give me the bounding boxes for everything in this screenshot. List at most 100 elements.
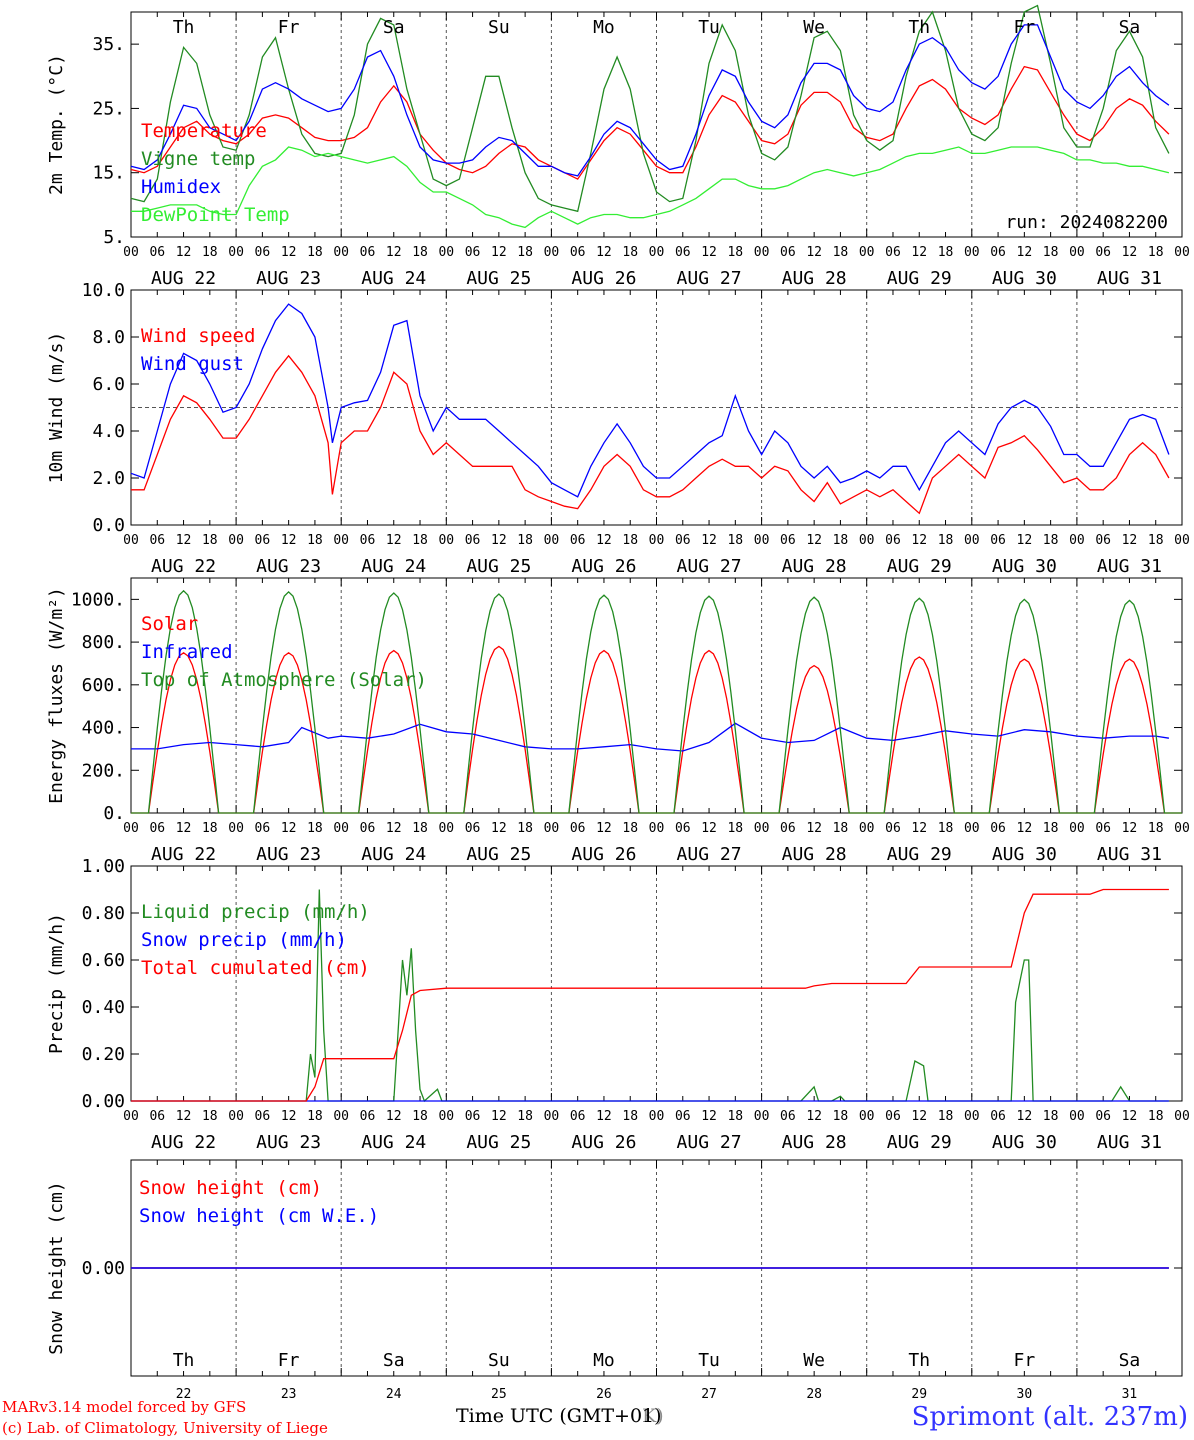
day-number-label: 28 <box>806 1387 822 1402</box>
hour-tick-label: 06 <box>780 1109 796 1124</box>
precip-ylabel: Precip (mm/h) <box>46 913 67 1054</box>
hour-tick-label: 00 <box>754 533 770 548</box>
date-label: AUG 23 <box>256 268 321 289</box>
hour-tick-label: 06 <box>255 533 271 548</box>
weekday-label-top: Fr <box>1014 17 1036 38</box>
day-number-label: 25 <box>491 1387 507 1402</box>
weekday-label-top: Mo <box>593 17 615 38</box>
weekday-label-top: Su <box>488 17 510 38</box>
date-label: AUG 28 <box>782 844 847 865</box>
date-label: AUG 28 <box>782 268 847 289</box>
hour-tick-label: 12 <box>1122 821 1138 836</box>
y-tick-label: 0.00 <box>82 1258 125 1279</box>
hour-tick-label: 12 <box>386 821 402 836</box>
date-label: AUG 29 <box>887 844 952 865</box>
hour-tick-label: 06 <box>570 245 586 260</box>
hour-tick-label: 18 <box>727 245 743 260</box>
hour-tick-label: 18 <box>517 533 533 548</box>
hour-tick-label: 12 <box>701 1109 717 1124</box>
panel-snow: 0.00 Snow height (cm) Snow height (cm) Snow… <box>46 1159 1183 1377</box>
date-label: AUG 26 <box>571 1132 636 1153</box>
hour-tick-label: 18 <box>202 821 218 836</box>
y-tick-label: 0.80 <box>82 903 125 924</box>
y-tick-label: 0.0 <box>92 515 125 536</box>
date-label: AUG 23 <box>256 844 321 865</box>
legend-entry: Temperature <box>141 120 267 142</box>
hour-tick-label: 18 <box>1043 1109 1059 1124</box>
hour-tick-label: 12 <box>491 1109 507 1124</box>
y-tick-label: 5. <box>103 227 125 248</box>
hour-tick-label: 00 <box>754 245 770 260</box>
station-name: Sprimont (alt. 237m) <box>911 1402 1188 1432</box>
hour-tick-label: 00 <box>964 1109 980 1124</box>
hour-tick-label: 00 <box>754 821 770 836</box>
hour-tick-label: 06 <box>1095 533 1111 548</box>
run-annotation: run: 2024082200 <box>1005 212 1168 233</box>
legend-entry: Humidex <box>141 176 221 198</box>
hour-tick-label: 18 <box>622 821 638 836</box>
date-label: AUG 25 <box>466 556 531 577</box>
hour-tick-label: 18 <box>833 245 849 260</box>
hour-tick-label: 00 <box>964 821 980 836</box>
y-tick-label: 10.0 <box>82 280 125 301</box>
hour-tick-label: 06 <box>149 821 165 836</box>
time-axis-label: Time UTC (GMT+01) <box>456 1405 662 1427</box>
hour-tick-label: 12 <box>806 821 822 836</box>
hour-tick-label: 18 <box>833 821 849 836</box>
hour-tick-label: 00 <box>1069 1109 1085 1124</box>
hour-tick-label: 00 <box>544 1109 560 1124</box>
hour-tick-label: 00 <box>649 821 665 836</box>
hour-tick-label: 12 <box>701 533 717 548</box>
date-label: AUG 27 <box>677 844 742 865</box>
hour-tick-label: 06 <box>149 245 165 260</box>
hour-tick-label: 00 <box>123 533 139 548</box>
weekday-label-bottom: We <box>803 1350 825 1371</box>
hour-tick-label: 12 <box>1017 533 1033 548</box>
y-tick-label: 4.0 <box>92 421 125 442</box>
panel-temperature: 5. 15. 25. 35. 2m Temp. (°C) 00 06 12 18 00 06 12 18… <box>46 4 1190 289</box>
hour-tick-label: 18 <box>622 1109 638 1124</box>
date-label: AUG 31 <box>1097 844 1162 865</box>
hour-tick-label: 18 <box>412 533 428 548</box>
hour-tick-label: 12 <box>491 821 507 836</box>
date-label: AUG 25 <box>466 268 531 289</box>
y-tick-label: 6.0 <box>92 374 125 395</box>
weekday-label-top: Th <box>908 17 930 38</box>
hour-tick-label: 18 <box>202 1109 218 1124</box>
hour-tick-label: 06 <box>360 533 376 548</box>
y-tick-label: 0.20 <box>82 1044 125 1065</box>
y-tick-label: 15. <box>92 163 125 184</box>
hour-tick-label: 18 <box>622 533 638 548</box>
date-label: AUG 29 <box>887 268 952 289</box>
legend-entry: Snow precip (mm/h) <box>141 929 347 951</box>
wind-series-wind-gust <box>130 303 1170 498</box>
weekday-label-bottom: Th <box>173 1350 195 1371</box>
hour-tick-label: 00 <box>544 821 560 836</box>
date-label: AUG 31 <box>1097 1132 1162 1153</box>
weekday-label-top: We <box>803 17 825 38</box>
hour-tick-label: 00 <box>859 821 875 836</box>
hour-tick-label: 00 <box>649 533 665 548</box>
date-label: AUG 22 <box>151 556 216 577</box>
hour-tick-label: 00 <box>123 821 139 836</box>
hour-tick-label: 12 <box>281 821 297 836</box>
date-label: AUG 28 <box>782 1132 847 1153</box>
day-number-label: 24 <box>386 1387 402 1402</box>
energy-ylabel: Energy fluxes (W/m²) <box>46 587 67 804</box>
hour-tick-label: 00 <box>1069 533 1085 548</box>
hour-tick-label: 18 <box>938 245 954 260</box>
hour-tick-label: 00 <box>438 245 454 260</box>
hour-tick-label: 06 <box>465 821 481 836</box>
date-label: AUG 29 <box>887 556 952 577</box>
hour-tick-label: 18 <box>622 245 638 260</box>
temperature-ylabel: 2m Temp. (°C) <box>46 54 67 195</box>
hour-tick-label: 18 <box>202 533 218 548</box>
hour-tick-label: 12 <box>806 245 822 260</box>
hour-tick-label: 00 <box>333 533 349 548</box>
day-number-label: 26 <box>596 1387 612 1402</box>
hour-tick-label: 00 <box>859 533 875 548</box>
date-label: AUG 25 <box>466 844 531 865</box>
hour-tick-label: 18 <box>1148 1109 1164 1124</box>
date-label: AUG 28 <box>782 556 847 577</box>
legend-entry: DewPoint Temp <box>141 204 290 226</box>
